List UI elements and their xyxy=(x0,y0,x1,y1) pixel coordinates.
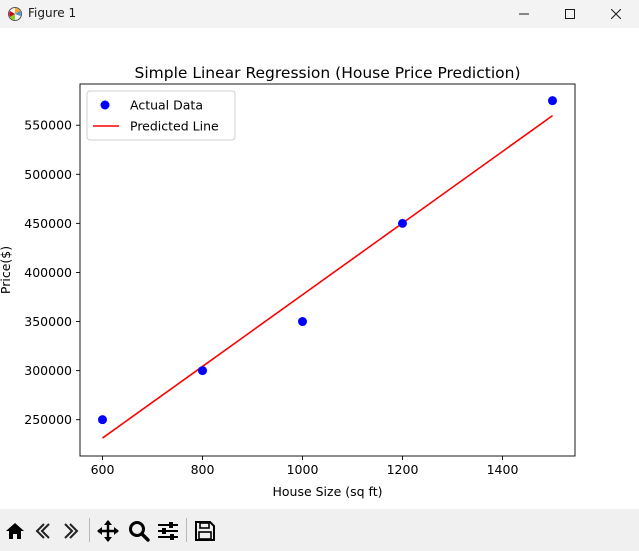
minimize-button[interactable] xyxy=(501,0,547,28)
toolbar-separator xyxy=(89,518,90,542)
y-tick-label: 300000 xyxy=(24,363,72,378)
y-tick-label: 350000 xyxy=(24,314,72,329)
predicted-line xyxy=(102,115,553,439)
y-tick-label: 250000 xyxy=(24,412,72,427)
forward-button[interactable] xyxy=(58,518,84,544)
plot-frame xyxy=(79,83,576,457)
minimize-icon xyxy=(519,13,529,15)
window-title: Figure 1 xyxy=(28,6,77,20)
title-bar: Figure 1 xyxy=(0,0,639,28)
navigation-toolbar xyxy=(0,509,639,551)
zoom-icon xyxy=(129,521,150,542)
data-point xyxy=(198,366,207,376)
y-tick-label: 500000 xyxy=(24,167,72,182)
close-button[interactable] xyxy=(593,0,639,28)
figure-canvas[interactable]: Simple Linear Regression (House Price Pr… xyxy=(0,28,639,509)
maximize-icon xyxy=(565,9,575,19)
zoom-button[interactable] xyxy=(126,518,152,544)
x-axis-label: House Size (sq ft) xyxy=(272,484,382,499)
y-axis-label: Price($) xyxy=(0,246,13,294)
x-tick-label: 1200 xyxy=(387,462,419,477)
y-tick-label: 550000 xyxy=(24,118,72,133)
x-tick-label: 600 xyxy=(91,462,115,477)
data-point xyxy=(398,218,407,228)
legend-box xyxy=(86,90,236,141)
matplotlib-logo-icon xyxy=(8,7,22,21)
save-button[interactable] xyxy=(192,518,218,544)
y-tick-label: 400000 xyxy=(24,265,72,280)
chart-title: Simple Linear Regression (House Price Pr… xyxy=(135,64,521,82)
save-icon xyxy=(195,521,215,541)
pan-button[interactable] xyxy=(95,518,121,544)
back-button[interactable] xyxy=(30,518,56,544)
legend-label: Predicted Line xyxy=(130,119,219,134)
data-point xyxy=(98,415,107,425)
home-button[interactable] xyxy=(2,518,28,544)
data-point xyxy=(298,317,307,327)
y-tick-label: 450000 xyxy=(24,216,72,231)
data-point xyxy=(548,96,557,106)
toolbar-separator xyxy=(186,518,187,542)
configure-subplots-button[interactable] xyxy=(155,518,181,544)
x-tick-label: 800 xyxy=(191,462,215,477)
legend-label: Actual Data xyxy=(130,98,203,113)
chart: Simple Linear Regression (House Price Pr… xyxy=(0,64,576,499)
x-tick-label: 1400 xyxy=(487,462,519,477)
back-icon xyxy=(35,523,50,539)
maximize-button[interactable] xyxy=(547,0,593,28)
pan-icon xyxy=(97,520,119,542)
forward-icon xyxy=(64,523,79,539)
legend-marker-actual xyxy=(100,100,110,110)
close-icon xyxy=(611,9,621,19)
x-tick-label: 1000 xyxy=(287,462,319,477)
home-icon xyxy=(6,523,24,539)
configure-icon xyxy=(158,522,178,540)
